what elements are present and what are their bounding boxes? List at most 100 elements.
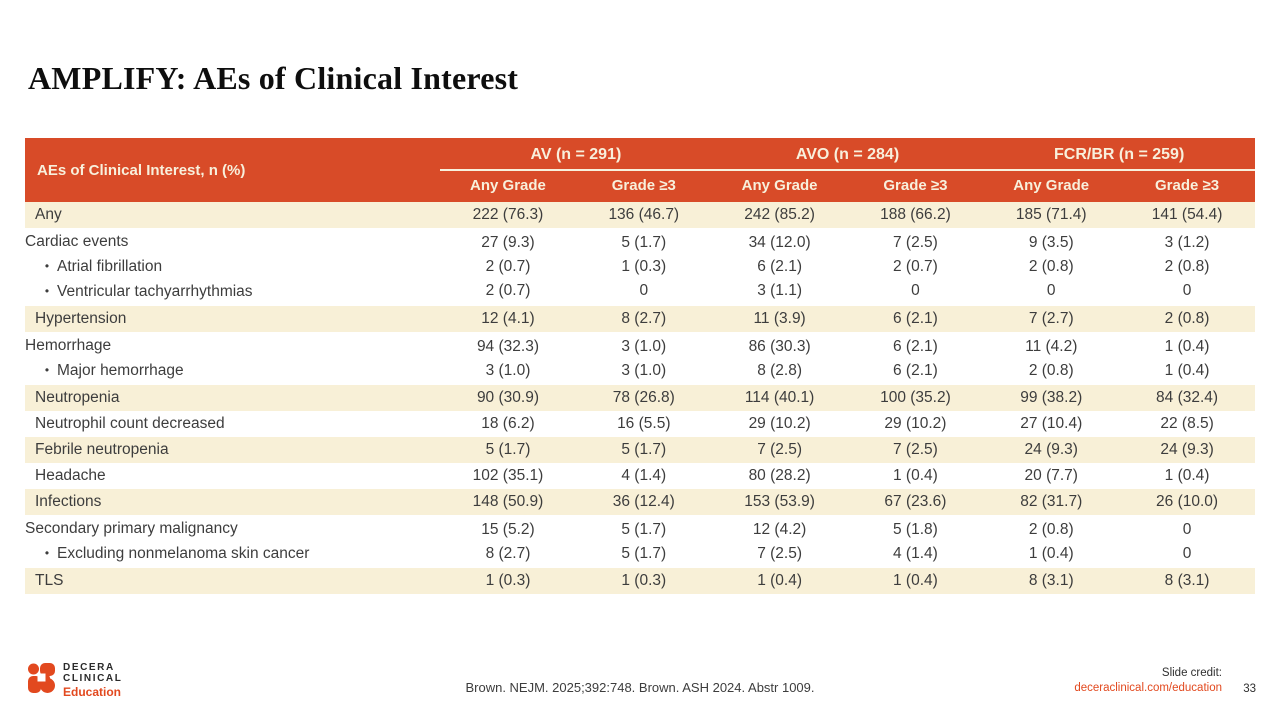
value-cell: 67 (23.6) bbox=[884, 493, 947, 510]
value-cell: 26 (10.0) bbox=[1156, 493, 1219, 510]
value-cell: 1 (0.4) 1 (0.4) bbox=[1164, 337, 1210, 379]
value-cell: 5 (1.7) bbox=[485, 441, 531, 458]
value-cell: 1 (0.4) bbox=[1164, 467, 1210, 484]
value-cell: 80 (28.2) bbox=[748, 467, 811, 484]
corner-header: AEs of Clinical Interest, n (%) bbox=[25, 138, 441, 202]
table-row: Cardiac events • Atrial fibrillation • Ventr… bbox=[25, 228, 1255, 306]
value-cell: 82 (31.7) bbox=[1020, 493, 1083, 510]
value-cell: 84 (32.4) bbox=[1156, 389, 1219, 406]
value-cell: 27 (10.4) bbox=[1020, 415, 1083, 432]
row-label-cell: Cardiac events • Atrial fibrillation • Ventr… bbox=[25, 228, 440, 306]
value-cell: 2 (0.8) bbox=[1164, 310, 1210, 327]
value-cell: 36 (12.4) bbox=[612, 493, 675, 510]
reference-citation: Brown. NEJM. 2025;392:748. Brown. ASH 20… bbox=[465, 680, 815, 695]
table-body: Any 222 (76.3) 136 (46.7) 242 (85.2) 188 (66… bbox=[25, 202, 1255, 594]
table-row: Neutropenia 90 (30.9) 78 (26.8) 114 (40.1) 1… bbox=[25, 385, 1255, 411]
value-cell: 5 (1.8) 4 (1.4) bbox=[893, 520, 938, 562]
value-cell: 136 (46.7) bbox=[608, 206, 680, 223]
value-cell: 24 (9.3) bbox=[1160, 441, 1214, 458]
value-cell: 7 (2.5) 2 (0.7) 0 bbox=[893, 234, 938, 299]
value-cell: 90 (30.9) bbox=[476, 389, 539, 406]
table-row: Neutrophil count decreased 18 (6.2) 16 (5.… bbox=[25, 411, 1255, 437]
value-cell: 6 (2.1) bbox=[893, 310, 938, 327]
value-cell: 24 (9.3) bbox=[1024, 441, 1078, 458]
bullet-icon: • bbox=[44, 284, 50, 298]
value-cell: 15 (5.2) 8 (2.7) bbox=[481, 520, 535, 562]
page-number: 33 bbox=[1243, 683, 1256, 695]
value-cell: 78 (26.8) bbox=[612, 389, 675, 406]
group-header-fcrbr: FCR/BR (n = 259) bbox=[983, 138, 1255, 171]
ae-table: AEs of Clinical Interest, n (%) AV (n = … bbox=[25, 138, 1255, 594]
row-label-cell: TLS bbox=[35, 572, 64, 589]
value-cell: 12 (4.1) bbox=[481, 310, 535, 327]
value-cell: 1 (0.3) bbox=[621, 572, 667, 589]
value-cell: 11 (4.2) 2 (0.8) bbox=[1025, 337, 1078, 379]
value-cell: 8 (3.1) bbox=[1028, 572, 1074, 589]
bullet-icon: • bbox=[44, 546, 50, 560]
value-cell: 7 (2.5) bbox=[757, 441, 802, 458]
value-cell: 5 (1.7) bbox=[621, 441, 667, 458]
table-row: Febrile neutropenia 5 (1.7) 5 (1.7) 7 (2.5)… bbox=[25, 437, 1255, 463]
sub-header-any-grade: Any Grade bbox=[711, 170, 848, 202]
slide-credit-link[interactable]: deceraclinical.com/education bbox=[1074, 682, 1222, 694]
value-cell: 18 (6.2) bbox=[481, 415, 535, 432]
value-cell: 153 (53.9) bbox=[744, 493, 815, 510]
value-cell: 16 (5.5) bbox=[617, 415, 671, 432]
value-cell: 114 (40.1) bbox=[744, 389, 815, 406]
sub-header-grade3: Grade ≥3 bbox=[575, 170, 712, 202]
value-cell: 3 (1.2) 2 (0.8) 0 bbox=[1164, 234, 1210, 299]
value-cell: 9 (3.5) 2 (0.8) 0 bbox=[1028, 234, 1074, 299]
logo-text-education: Education bbox=[63, 685, 122, 699]
decera-logo: DECERA CLINICAL Education bbox=[28, 662, 122, 699]
group-header-row: AEs of Clinical Interest, n (%) AV (n = … bbox=[25, 138, 1255, 202]
value-cell: 4 (1.4) bbox=[621, 467, 667, 484]
value-cell: 148 (50.9) bbox=[472, 493, 544, 510]
row-label-cell: Hemorrhage • Major hemorrhage bbox=[25, 332, 440, 385]
bullet-icon: • bbox=[44, 259, 50, 273]
page-title: AMPLIFY: AEs of Clinical Interest bbox=[28, 60, 519, 96]
value-cell: 100 (35.2) bbox=[880, 389, 951, 406]
value-cell: 1 (0.4) bbox=[893, 467, 938, 484]
table-row: Secondary primary malignancy • Excluding n… bbox=[25, 515, 1255, 568]
slide-credit-label: Slide credit: bbox=[1161, 667, 1222, 679]
value-cell: 242 (85.2) bbox=[744, 206, 815, 223]
value-cell: 141 (54.4) bbox=[1151, 206, 1223, 223]
value-cell: 8 (3.1) bbox=[1164, 572, 1210, 589]
value-cell: 7 (2.7) bbox=[1028, 310, 1074, 327]
row-label-cell: Infections bbox=[35, 493, 102, 510]
row-label-cell: Hypertension bbox=[35, 310, 127, 327]
row-label-cell: Secondary primary malignancy • Excluding n… bbox=[25, 515, 440, 568]
sub-header-any-grade: Any Grade bbox=[440, 170, 576, 202]
value-cell: 86 (30.3) 8 (2.8) bbox=[748, 337, 811, 379]
value-cell: 5 (1.7) 5 (1.7) bbox=[621, 520, 667, 562]
table-row: Hemorrhage • Major hemorrhage 94 (32.3) 3 (1… bbox=[25, 332, 1255, 385]
table-row: Infections 148 (50.9) 36 (12.4) 153 (53.9) 6… bbox=[25, 489, 1255, 515]
value-cell: 222 (76.3) bbox=[472, 206, 544, 223]
sub-header-grade3: Grade ≥3 bbox=[847, 170, 984, 202]
value-cell: 7 (2.5) bbox=[893, 441, 938, 458]
value-cell: 22 (8.5) bbox=[1160, 415, 1214, 432]
value-cell: 34 (12.0) 6 (2.1) 3 (1.1) bbox=[748, 234, 811, 299]
table-row: Headache 102 (35.1) 4 (1.4) 80 (28.2) 1 (0.4… bbox=[25, 463, 1255, 489]
value-cell: 1 (0.4) bbox=[757, 572, 802, 589]
value-cell: 11 (3.9) bbox=[753, 310, 806, 327]
table-row: Hypertension 12 (4.1) 8 (2.7) 11 (3.9) 6 (2.… bbox=[25, 306, 1255, 332]
value-cell: 94 (32.3) 3 (1.0) bbox=[476, 337, 539, 379]
value-cell: 1 (0.3) bbox=[485, 572, 531, 589]
table-row: Any 222 (76.3) 136 (46.7) 242 (85.2) 188 (66… bbox=[25, 202, 1255, 228]
value-cell: 12 (4.2) 7 (2.5) bbox=[752, 520, 807, 562]
sub-header-row: Any Grade Grade ≥3 Any Grade Grade ≥3 An… bbox=[25, 170, 1255, 202]
value-cell: 8 (2.7) bbox=[621, 310, 667, 327]
slide-credit: Slide credit: deceraclinical.com/educati… bbox=[1074, 666, 1222, 696]
value-cell: 20 (7.7) bbox=[1024, 467, 1078, 484]
value-cell: 6 (2.1) 6 (2.1) bbox=[893, 337, 938, 379]
value-cell: 5 (1.7) 1 (0.3) 0 bbox=[621, 234, 667, 299]
row-label-cell: Headache bbox=[35, 467, 106, 484]
value-cell: 1 (0.4) bbox=[893, 572, 938, 589]
row-label-cell: Any bbox=[35, 206, 62, 223]
row-label-cell: Neutropenia bbox=[35, 389, 120, 406]
table-header: AEs of Clinical Interest, n (%) AV (n = … bbox=[25, 138, 1255, 202]
value-cell: 29 (10.2) bbox=[884, 415, 947, 432]
bullet-icon: • bbox=[44, 363, 50, 377]
